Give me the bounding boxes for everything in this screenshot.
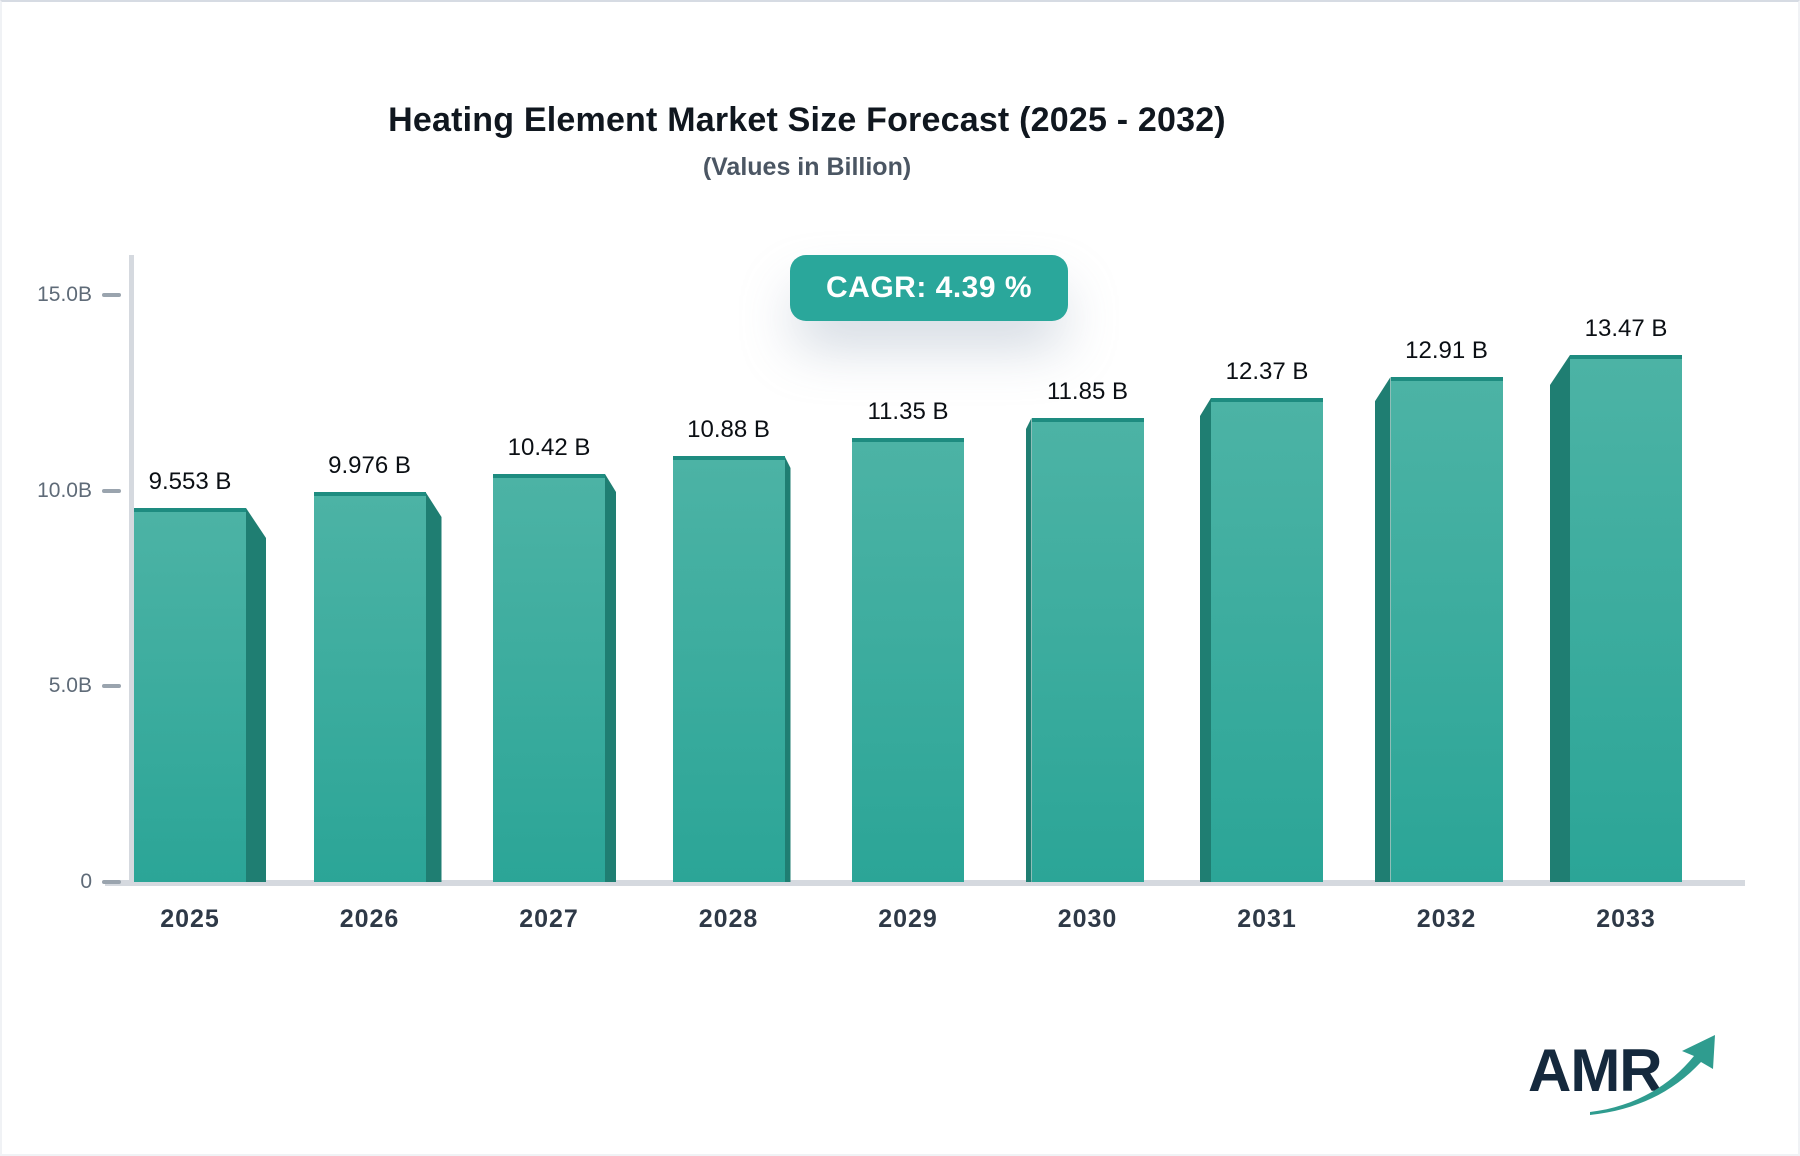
bar-side: [246, 508, 266, 882]
x-axis-label: 2033: [1596, 905, 1656, 933]
y-axis-line: [129, 255, 134, 885]
bar-face: [1570, 355, 1682, 882]
y-tick-label: 5.0B: [48, 674, 92, 698]
y-tick-label: 0: [80, 870, 92, 893]
chart-title: Heating Element Market Size Forecast (20…: [388, 101, 1226, 139]
x-axis-label: 2030: [1057, 905, 1118, 933]
bar-value-label: 10.42 B: [507, 434, 591, 461]
bar-face: [134, 508, 246, 882]
cagr-badge: CAGR: 4.39 %: [790, 255, 1069, 321]
x-axis-label: 2027: [519, 905, 579, 933]
bar-2029: [852, 438, 964, 882]
bar-2027: [493, 474, 616, 882]
chart-subtitle: (Values in Billion): [702, 153, 912, 181]
bar-face: [672, 456, 785, 882]
bar-side: [1025, 418, 1032, 882]
x-axis-label: 2028: [698, 905, 759, 933]
bar-value-label: 12.37 B: [1225, 358, 1309, 385]
y-tick-mark: [102, 684, 121, 689]
x-axis-label: 2025: [160, 905, 220, 933]
bar-2028: [672, 456, 791, 882]
bar-side: [1374, 377, 1391, 882]
bar-2025: [134, 508, 266, 882]
bar-value-label: 13.47 B: [1584, 315, 1668, 342]
bar-2030: [1025, 418, 1144, 882]
bar-face: [852, 438, 964, 882]
x-axis-label: 2031: [1237, 905, 1297, 933]
y-tick-mark: [102, 880, 121, 884]
x-axis-label: 2026: [339, 905, 400, 933]
bar-value-label: 9.553 B: [148, 468, 232, 495]
amr-logo: AMR: [1528, 1035, 1715, 1115]
bar-face: [1031, 418, 1144, 882]
y-tick-mark: [102, 293, 121, 297]
bar-side: [1200, 398, 1211, 882]
bar-face: [493, 474, 605, 882]
bar-side: [784, 456, 791, 882]
bar-2033: [1550, 355, 1682, 882]
bar-side: [425, 492, 442, 882]
y-tick-label: 15.0B: [37, 283, 92, 306]
bar-face: [313, 492, 426, 882]
y-tick-mark: [102, 488, 121, 493]
bar-value-label: 12.91 B: [1405, 337, 1488, 364]
bar-side: [1550, 355, 1570, 882]
x-axis-line: [105, 880, 1745, 886]
bar-2032: [1374, 377, 1503, 882]
x-axis-label: 2029: [878, 905, 938, 933]
x-axis-label: 2032: [1416, 905, 1477, 933]
bar-value-label: 11.35 B: [867, 398, 949, 425]
bar-side: [605, 474, 616, 882]
bar-value-label: 9.976 B: [328, 452, 411, 479]
bar-2031: [1200, 398, 1323, 882]
amr-logo-arrow-icon: [1590, 1035, 1715, 1115]
bar-face: [1390, 377, 1503, 882]
bar-2026: [313, 492, 442, 882]
bar-value-label: 11.85 B: [1047, 378, 1128, 405]
bar-face: [1211, 398, 1323, 882]
amr-logo-text: AMR: [1528, 1037, 1662, 1104]
y-tick-label: 10.0B: [37, 478, 92, 502]
bar-value-label: 10.88 B: [687, 416, 770, 443]
